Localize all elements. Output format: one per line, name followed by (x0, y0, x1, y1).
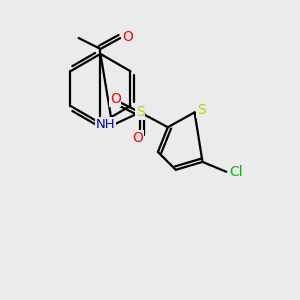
Text: NH: NH (96, 118, 115, 131)
Text: Cl: Cl (230, 165, 243, 179)
Text: O: O (110, 92, 121, 106)
Text: S: S (136, 105, 145, 119)
Text: O: O (133, 131, 143, 145)
Text: S: S (197, 103, 206, 117)
Text: O: O (122, 30, 133, 44)
